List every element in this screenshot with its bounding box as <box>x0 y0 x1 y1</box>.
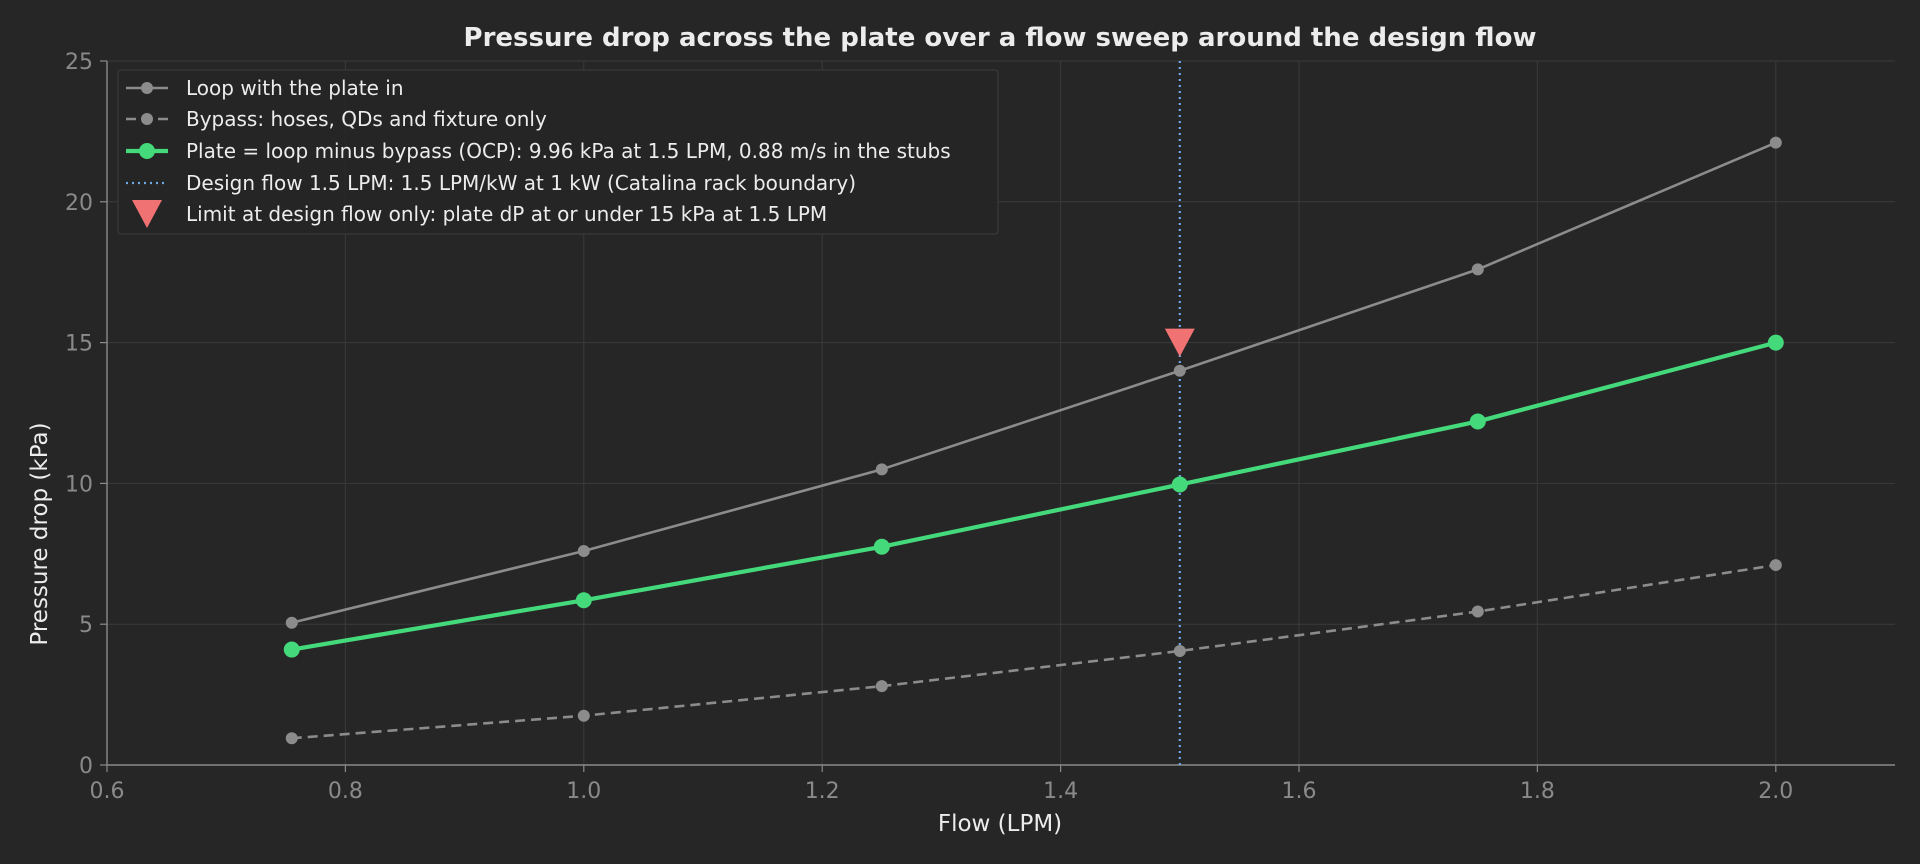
x-tick-label: 0.8 <box>328 779 363 804</box>
plate-point <box>575 592 592 609</box>
loop-series-line <box>291 141 1777 625</box>
limit-marker-group <box>1164 328 1195 357</box>
loop-point <box>577 544 590 557</box>
legend-limit-marker <box>132 200 162 228</box>
legend-design-label: Design flow 1.5 LPM: 1.5 LPM/kW at 1 kW … <box>186 171 856 195</box>
axes <box>106 61 1895 766</box>
limit-marker <box>1164 328 1195 357</box>
plate-point <box>1767 334 1784 351</box>
plate-series-line <box>291 340 1777 652</box>
chart-title: Pressure drop across the plate over a fl… <box>464 23 1537 53</box>
bypass-point <box>285 732 298 745</box>
y-tick-label: 10 <box>65 472 93 497</box>
loop-point <box>875 463 888 476</box>
x-tick-label: 1.6 <box>1282 779 1317 804</box>
x-ticks: 0.6 0.8 1.0 1.2 1.4 1.6 1.8 2.0 <box>90 765 1793 804</box>
y-tick-label: 15 <box>65 332 93 357</box>
legend-box <box>117 69 999 235</box>
plate-point <box>1171 476 1188 493</box>
x-tick-label: 1.2 <box>805 779 840 804</box>
legend-loop-marker <box>141 82 153 94</box>
loop-point <box>1769 136 1782 149</box>
x-tick-label: 2.0 <box>1758 779 1793 804</box>
x-tick-label: 0.6 <box>90 779 125 804</box>
plate-point <box>1469 413 1486 430</box>
plate-point <box>283 641 300 658</box>
x-tick-label: 1.8 <box>1520 779 1555 804</box>
legend-plate-label: Plate = loop minus bypass (OCP): 9.96 kP… <box>186 139 951 163</box>
y-tick-label: 0 <box>79 754 93 779</box>
loop-point <box>1471 263 1484 276</box>
bypass-point <box>1769 559 1782 572</box>
loop-point <box>1173 364 1186 377</box>
y-tick-label: 25 <box>65 50 93 75</box>
series-group <box>283 136 1784 745</box>
grid <box>106 60 1895 766</box>
x-tick-label: 1.0 <box>566 779 601 804</box>
bypass-point <box>1173 644 1186 657</box>
legend-loop-label: Loop with the plate in <box>186 76 404 100</box>
x-tick-label: 1.4 <box>1043 779 1078 804</box>
legend-bypass-marker <box>141 113 153 125</box>
y-axis-label: Pressure drop (kPa) <box>27 422 53 645</box>
bypass-series-line <box>291 563 1777 740</box>
y-tick-label: 20 <box>65 191 93 216</box>
loop-point <box>285 616 298 629</box>
plate-point <box>873 538 890 555</box>
legend-limit-label: Limit at design flow only: plate dP at o… <box>186 202 827 226</box>
bypass-point <box>1471 605 1484 618</box>
x-axis-label: Flow (LPM) <box>938 811 1062 837</box>
legend: Loop with the plate in Bypass: hoses, QDs… <box>117 69 999 235</box>
bypass-point <box>577 709 590 722</box>
legend-plate-marker <box>139 143 155 159</box>
legend-items: Loop with the plate in Bypass: hoses, QDs… <box>126 76 951 228</box>
y-tick-label: 5 <box>79 613 93 638</box>
bypass-point <box>875 680 888 693</box>
y-ticks: 0 5 10 15 20 25 <box>65 50 107 779</box>
legend-bypass-label: Bypass: hoses, QDs and fixture only <box>186 107 547 131</box>
